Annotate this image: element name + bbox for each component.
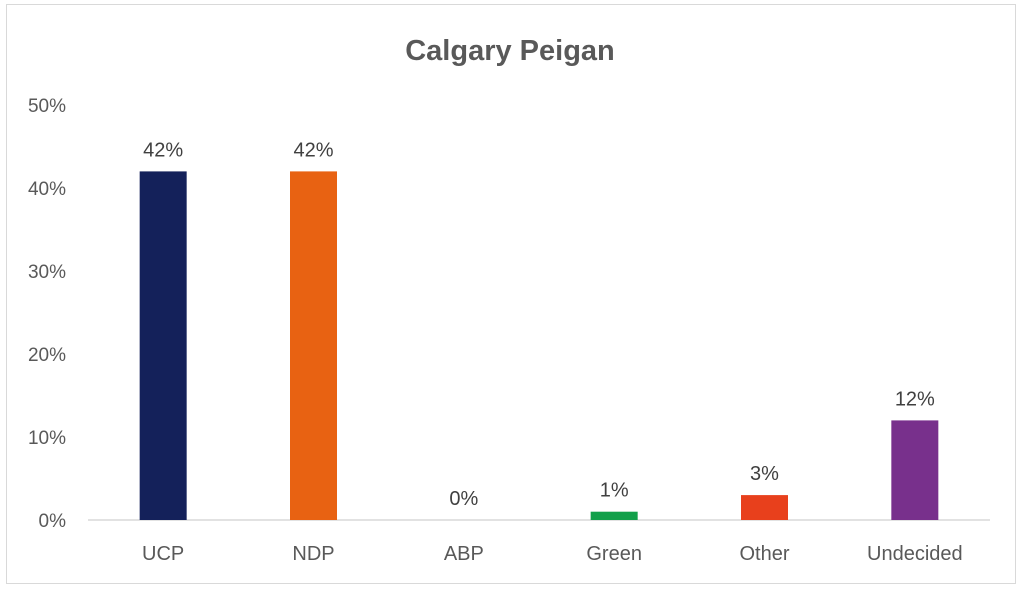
data-labels: 42% 42% 0% 1% 3% 12% — [143, 139, 935, 510]
x-tick-label-abp: ABP — [444, 543, 484, 565]
bar-ndp — [290, 171, 337, 520]
y-tick-label: 30% — [28, 262, 66, 283]
x-tick-label-ndp: NDP — [292, 543, 334, 565]
y-tick-label: 10% — [28, 428, 66, 449]
bar-ucp — [139, 171, 187, 520]
data-label-ndp: 42% — [293, 139, 333, 161]
y-tick-label: 50% — [28, 96, 66, 117]
bar-green — [590, 511, 638, 520]
y-tick-label: 40% — [28, 179, 66, 200]
x-tick-label-ucp: UCP — [142, 543, 184, 565]
data-label-undecided: 12% — [895, 388, 935, 410]
chart-title: Calgary Peigan — [405, 35, 615, 67]
bar-undecided — [891, 420, 939, 520]
bars — [139, 171, 939, 520]
x-tick-label-green: Green — [586, 543, 642, 565]
bar-other — [741, 495, 788, 520]
x-tick-label-undecided: Undecided — [867, 543, 963, 565]
data-label-abp: 0% — [449, 488, 478, 510]
x-axis: UCP NDP ABP Green Other Undecided — [142, 543, 963, 565]
y-tick-label: 20% — [28, 345, 66, 366]
x-tick-label-other: Other — [739, 543, 789, 565]
y-tick-label: 0% — [39, 511, 67, 532]
y-axis: 0% 10% 20% 30% 40% 50% — [28, 96, 66, 532]
data-label-ucp: 42% — [143, 139, 183, 161]
data-label-other: 3% — [750, 463, 779, 485]
data-label-green: 1% — [600, 480, 629, 502]
